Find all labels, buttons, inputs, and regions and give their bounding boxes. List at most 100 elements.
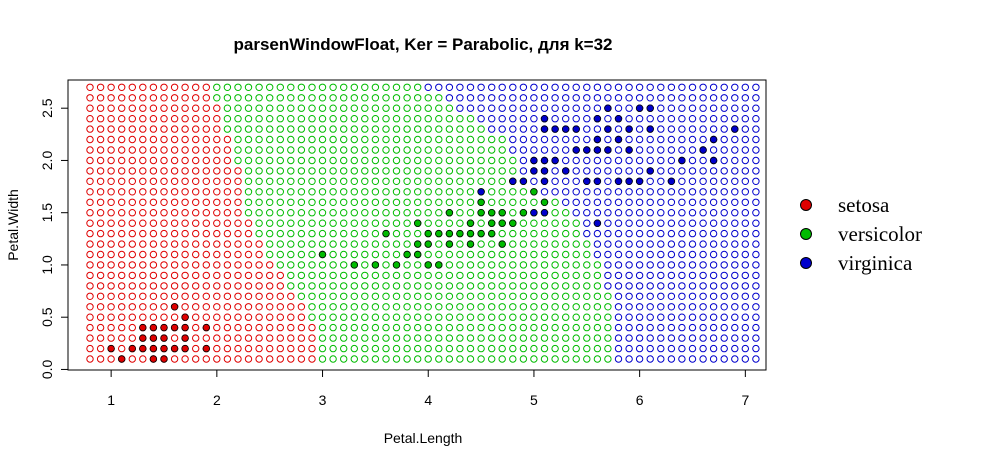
grid-point	[551, 198, 559, 207]
grid-point	[540, 292, 549, 300]
grid-point	[562, 209, 570, 217]
grid-point	[572, 167, 580, 175]
grid-point	[688, 303, 697, 311]
virginica-point	[583, 146, 591, 154]
grid-point	[192, 313, 200, 321]
grid-point	[350, 167, 358, 175]
grid-point	[530, 104, 538, 112]
virginica-point	[709, 135, 718, 144]
grid-point	[445, 156, 454, 165]
grid-point	[667, 94, 676, 102]
grid-point	[318, 292, 327, 300]
grid-point	[540, 188, 549, 196]
grid-point	[699, 355, 707, 363]
grid-point	[118, 94, 126, 102]
grid-point	[488, 261, 496, 269]
grid-point	[276, 177, 284, 186]
grid-point	[720, 115, 728, 123]
grid-point	[456, 250, 464, 259]
grid-point	[382, 303, 390, 311]
grid-point	[614, 250, 623, 259]
grid-point	[625, 261, 633, 269]
grid-point	[350, 115, 358, 123]
grid-point	[287, 219, 295, 227]
grid-point	[709, 115, 718, 123]
grid-point	[223, 271, 232, 280]
grid-point	[562, 156, 570, 165]
grid-point	[192, 282, 200, 290]
grid-point	[255, 344, 263, 353]
grid-point	[741, 313, 749, 321]
grid-point	[340, 334, 348, 342]
grid-point	[403, 334, 411, 342]
grid-point	[678, 355, 686, 363]
grid-point	[562, 282, 570, 290]
grid-point	[498, 83, 506, 92]
grid-point	[234, 219, 242, 227]
x-tick-label: 7	[741, 392, 749, 408]
setosa-point	[170, 344, 179, 353]
grid-point	[614, 229, 623, 238]
grid-point	[572, 261, 580, 269]
grid-point	[139, 188, 147, 196]
grid-point	[731, 261, 739, 269]
grid-point	[593, 156, 602, 165]
grid-point	[466, 313, 475, 321]
grid-point	[466, 188, 475, 196]
grid-point	[741, 94, 749, 102]
grid-point	[688, 104, 697, 112]
grid-point	[202, 261, 211, 269]
grid-point	[213, 355, 221, 363]
grid-point	[276, 303, 284, 311]
grid-point	[752, 104, 760, 112]
grid-point	[234, 209, 242, 217]
grid-point	[456, 271, 464, 280]
grid-point	[667, 125, 676, 133]
grid-point	[192, 229, 200, 238]
grid-point	[371, 313, 380, 321]
grid-point	[562, 271, 570, 280]
grid-point	[361, 250, 369, 259]
grid-point	[625, 344, 633, 353]
grid-point	[392, 167, 401, 175]
grid-point	[572, 104, 580, 112]
grid-point	[530, 83, 538, 92]
setosa-point	[181, 323, 189, 332]
grid-point	[456, 334, 464, 342]
grid-point	[466, 271, 475, 280]
grid-point	[466, 261, 475, 269]
grid-point	[392, 198, 401, 207]
grid-point	[435, 167, 443, 175]
grid-point	[371, 355, 380, 363]
grid-point	[276, 125, 284, 133]
grid-point	[213, 261, 221, 269]
grid-point	[414, 292, 422, 300]
x-tick-label: 1	[107, 392, 115, 408]
grid-point	[741, 303, 749, 311]
grid-point	[107, 156, 115, 165]
virginica-point	[540, 208, 549, 217]
grid-point	[382, 125, 390, 133]
grid-point	[128, 292, 137, 300]
grid-point	[456, 146, 464, 154]
grid-point	[414, 188, 422, 196]
grid-point	[297, 146, 306, 154]
grid-point	[699, 135, 707, 144]
virginica-point	[593, 219, 602, 227]
grid-point	[96, 250, 105, 259]
grid-point	[371, 334, 380, 342]
grid-point	[519, 125, 528, 133]
grid-point	[181, 125, 189, 133]
grid-point	[540, 229, 549, 238]
grid-point	[519, 334, 528, 342]
grid-point	[382, 323, 390, 332]
grid-point	[456, 135, 464, 144]
grid-point	[635, 292, 644, 300]
grid-point	[445, 125, 454, 133]
grid-point	[86, 177, 94, 186]
grid-point	[192, 177, 200, 186]
grid-point	[519, 229, 528, 238]
grid-point	[202, 94, 211, 102]
grid-point	[657, 188, 665, 196]
grid-point	[223, 104, 232, 112]
